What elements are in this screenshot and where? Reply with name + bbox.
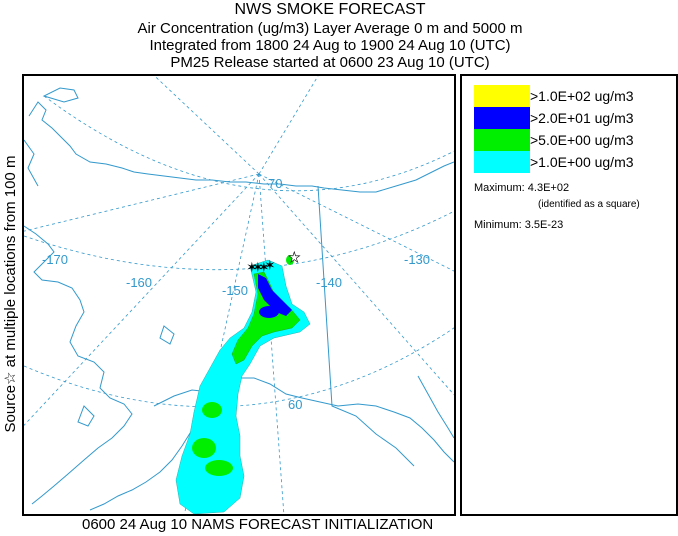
source-markers: ✶ ✶ ✶ ✶ ★ [246, 249, 301, 275]
maximum-note: (identified as a square) [538, 199, 640, 210]
maximum-info: Maximum: 4.3E+02 [474, 182, 569, 194]
chart-title: NWS SMOKE FORECAST [234, 1, 426, 18]
plume-over-20 [259, 306, 279, 318]
plume-over-5 [192, 438, 216, 458]
source-star-icon: ☆ [2, 371, 19, 385]
lon-label: -170 [42, 252, 68, 267]
source-label-text: at multiple locations from 100 m [2, 155, 19, 372]
lat-label: 60 [288, 397, 302, 412]
arctic-coast [28, 101, 454, 193]
maximum-label: Maximum: [474, 182, 525, 194]
subtitle-integration: Integrated from 1800 24 Aug to 1900 24 A… [149, 37, 511, 54]
graticule [24, 76, 454, 514]
legend-swatch-yellow [474, 85, 530, 107]
source-star-icon: ✶ [246, 259, 258, 275]
source-star-icon: ✶ [258, 259, 270, 275]
map-svg: ✶ ✶ ✶ ✶ ★ -170 -160 -150 -140 -130 70 60 [24, 76, 454, 514]
lake-shape [159, 325, 175, 345]
legend-label: >2.0E+01 ug/m3 [530, 110, 634, 126]
legend-swatch-blue [474, 107, 530, 129]
source-star-icon: ★ [288, 249, 301, 265]
subtitle-release: PM25 Release started at 0600 23 Aug 10 (… [170, 54, 490, 71]
west-coast [24, 225, 133, 505]
legend-label: >1.0E+02 ug/m3 [530, 88, 634, 104]
siberia-coast [24, 139, 39, 187]
plume-over-5 [202, 402, 222, 418]
source-label: Source☆ at multiple locations from 100 m [0, 74, 20, 514]
subtitle-concentration: Air Concentration (ug/m3) Layer Average … [137, 20, 523, 37]
meridian-line [258, 76, 319, 175]
lon-label: -150 [222, 283, 248, 298]
maximum-value: 4.3E+02 [527, 182, 570, 194]
legend-swatch-green [474, 129, 530, 151]
national-border [317, 185, 415, 467]
island-shape [42, 87, 79, 103]
meridian-line [154, 76, 260, 175]
minimum-value: 3.5E-23 [524, 219, 564, 231]
lat-label: 70 [268, 176, 282, 191]
plume-over-1 [175, 259, 311, 514]
lon-label: -140 [316, 275, 342, 290]
plume-over-5 [286, 255, 294, 265]
lon-label: -130 [404, 252, 430, 267]
island-shape [77, 405, 95, 427]
legend-panel: >1.0E+02 ug/m3 >2.0E+01 ug/m3 >5.0E+00 u… [460, 74, 678, 516]
legend-swatch-cyan [474, 151, 530, 173]
map-panel: ✶ ✶ ✶ ✶ ★ -170 -160 -150 -140 -130 70 60 [22, 74, 456, 516]
meridian-line [258, 173, 454, 396]
minimum-info: Minimum: 3.5E-23 [474, 219, 563, 231]
parallel-line [43, 95, 454, 192]
plume-over-5 [205, 460, 233, 476]
coastline [24, 87, 454, 511]
coordinate-labels: -170 -160 -150 -140 -130 70 60 [42, 176, 430, 412]
meridian-line [184, 173, 260, 514]
footer-initialization: 0600 24 Aug 10 NAMS FORECAST INITIALIZAT… [82, 516, 434, 533]
legend-label: >5.0E+00 ug/m3 [530, 132, 634, 148]
source-star-icon: ✶ [264, 257, 276, 273]
parallel-line [24, 210, 454, 271]
lon-label: -160 [126, 275, 152, 290]
source-label-prefix: Source [2, 384, 19, 433]
panhandle-coast [417, 375, 454, 439]
meridian-line [24, 173, 260, 232]
parallel-line [24, 327, 454, 408]
minimum-label: Minimum: [474, 219, 522, 231]
plume-over-20 [258, 274, 292, 316]
source-star-icon: ✶ [252, 259, 264, 275]
legend-label: >1.0E+00 ug/m3 [530, 154, 634, 170]
